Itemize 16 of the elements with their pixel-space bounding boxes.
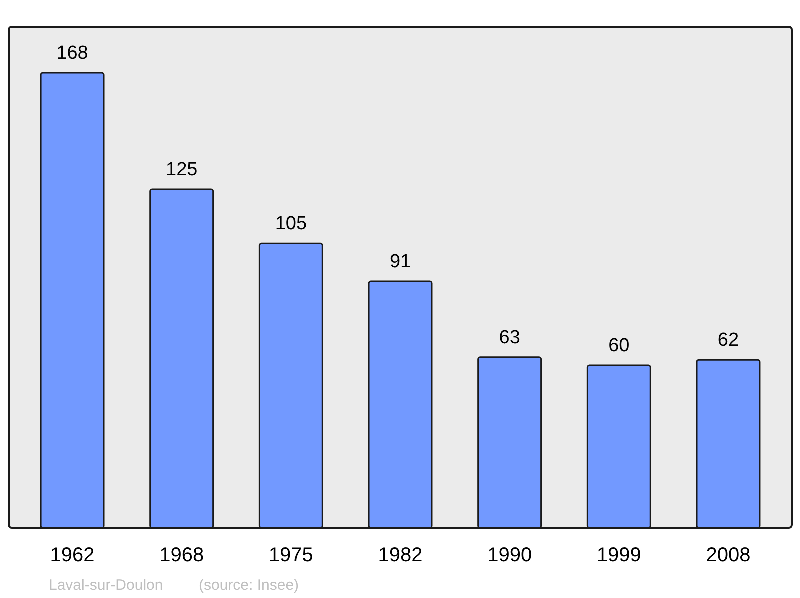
x-tick-label: 1982 — [378, 544, 423, 566]
x-tick-label: 1999 — [596, 544, 642, 566]
x-tick-label: 1990 — [488, 544, 532, 566]
data-label: 125 — [166, 159, 198, 180]
text: Laval-sur-Doulon — [49, 577, 164, 594]
x-tick-label: 1968 — [160, 544, 204, 566]
text: (source: Insee) — [199, 577, 300, 594]
x-tick-label: 2008 — [706, 544, 751, 566]
x-tick-label: 1975 — [268, 544, 314, 566]
x-tick-label: 1962 — [50, 544, 95, 566]
data-label: 168 — [56, 43, 88, 64]
data-label: 91 — [390, 252, 412, 273]
data-label: 105 — [275, 214, 308, 235]
data-label: 62 — [718, 330, 740, 352]
data-label: 60 — [608, 336, 630, 357]
data-label: 63 — [499, 327, 520, 348]
